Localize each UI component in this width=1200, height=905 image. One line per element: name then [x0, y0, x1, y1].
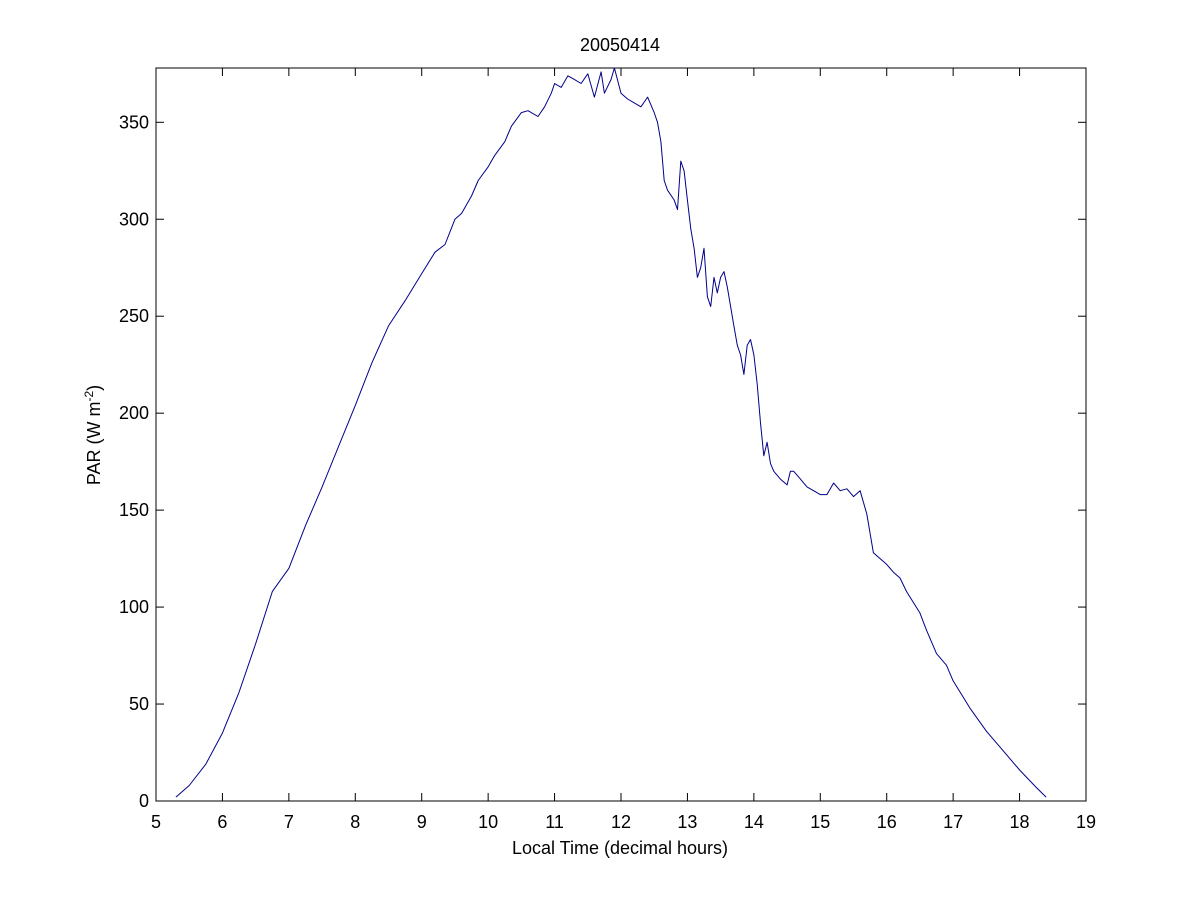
- y-axis-label: PAR (W m-2): [82, 385, 104, 485]
- x-tick-label: 14: [744, 812, 764, 832]
- y-tick-label: 100: [119, 597, 149, 617]
- y-axis: 0 50 100 150 200 250 300 350: [119, 112, 1086, 811]
- x-tick-label: 16: [877, 812, 897, 832]
- chart-title: 20050414: [580, 35, 660, 55]
- x-tick-label: 12: [611, 812, 631, 832]
- x-tick-label: 9: [417, 812, 427, 832]
- x-tick-label: 10: [478, 812, 498, 832]
- y-tick-label: 200: [119, 403, 149, 423]
- axes-box: [155, 67, 1087, 802]
- y-axis-label-superscript: -2: [82, 391, 96, 402]
- y-tick-label: 150: [119, 500, 149, 520]
- x-tick-label: 15: [810, 812, 830, 832]
- x-tick-label: 17: [943, 812, 963, 832]
- y-tick-label: 350: [119, 112, 149, 132]
- x-tick-label: 13: [677, 812, 697, 832]
- y-tick-label: 250: [119, 306, 149, 326]
- y-axis-label-suffix: ): [84, 385, 104, 391]
- x-tick-label: 5: [151, 812, 161, 832]
- x-axis-label: Local Time (decimal hours): [512, 838, 728, 858]
- x-tick-label: 18: [1010, 812, 1030, 832]
- x-tick-label: 8: [350, 812, 360, 832]
- x-tick-label: 19: [1076, 812, 1096, 832]
- x-tick-label: 11: [545, 812, 564, 832]
- y-tick-label: 50: [129, 694, 149, 714]
- series-group: [175, 67, 1047, 798]
- x-axis: 5 6 7 8 9 10 11 12 13 14 15 16 17 18 19: [151, 68, 1096, 832]
- series-line: [175, 67, 1047, 798]
- y-axis-label-main: PAR (W m: [84, 402, 104, 486]
- y-tick-label: 300: [119, 209, 149, 229]
- y-tick-label: 0: [139, 791, 149, 811]
- x-tick-label: 7: [284, 812, 294, 832]
- x-tick-label: 6: [217, 812, 227, 832]
